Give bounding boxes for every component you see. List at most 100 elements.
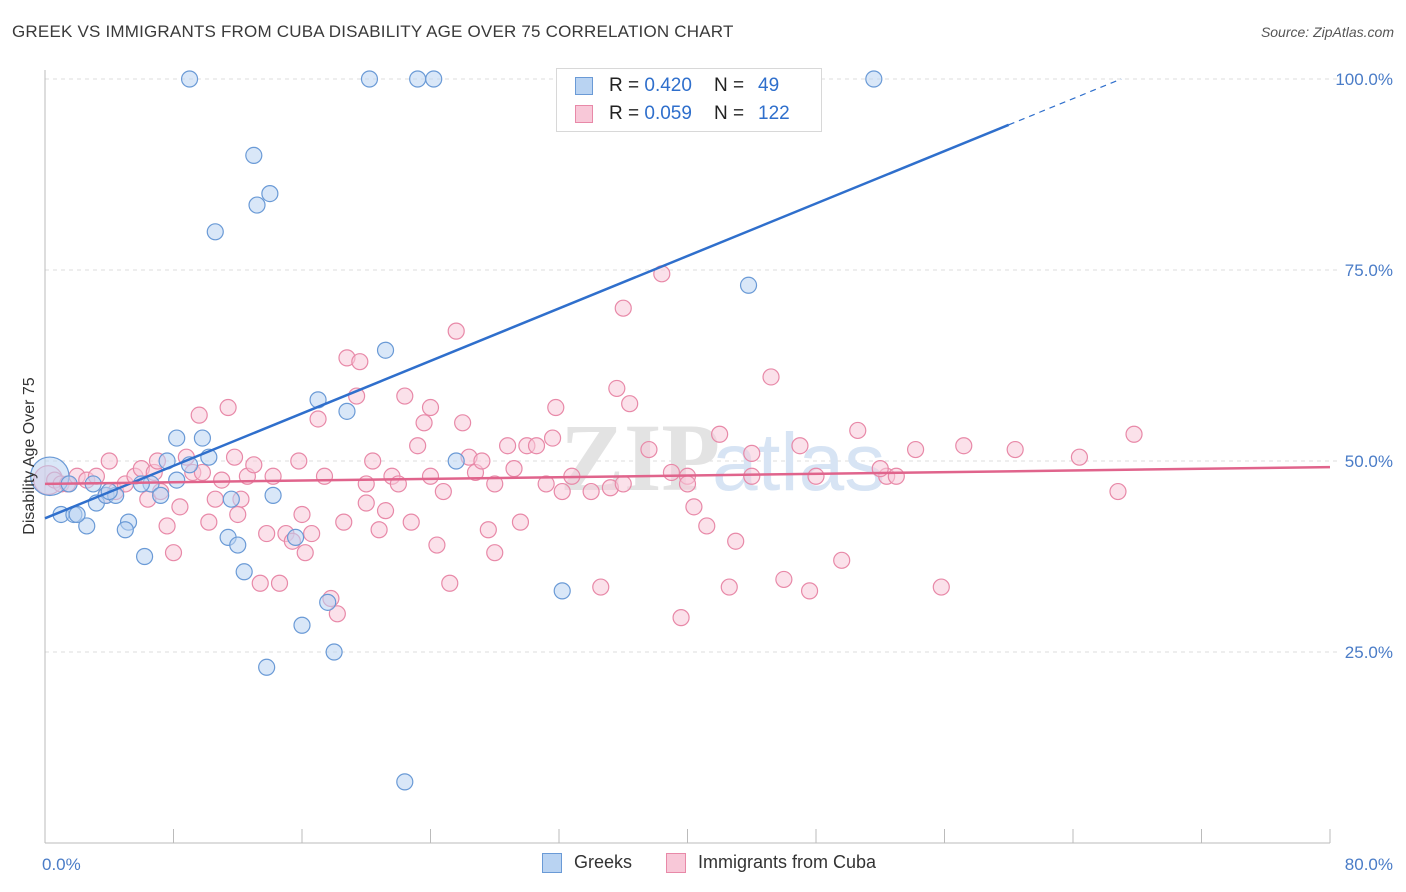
cuba-point [614,475,632,493]
y-tick-label: 75.0% [1345,261,1393,280]
cuba-point [511,513,530,531]
greeks-point [68,505,86,524]
cuba-point [678,475,697,493]
cuba-point [396,387,414,405]
greeks-point [206,223,224,241]
cuba-point [357,494,375,512]
greeks-point [409,70,427,88]
cuba-point [309,410,327,428]
cuba-point [932,578,950,596]
cuba-point [421,398,440,417]
greeks-point [135,547,154,566]
cuba-r-value: 0.059 [644,103,692,124]
cuba-point [454,414,472,432]
cuba-point [428,536,446,554]
cuba-point [441,574,459,592]
greeks-n-label: N = [713,75,745,96]
legend-cuba-label: Immigrants from Cuba [698,852,877,872]
cuba-point [213,471,231,489]
chart-title: GREEK VS IMMIGRANTS FROM CUBA DISABILITY… [12,22,734,41]
cuba-n-value: 122 [758,103,790,124]
greeks-point [78,517,96,535]
greeks-point [116,521,134,539]
legend-cuba: Immigrants from Cuba [666,852,876,873]
cuba-point [833,551,851,569]
cuba-point [315,467,334,485]
cuba-point [303,524,321,543]
cuba-point [955,437,973,455]
cuba-point [499,437,517,455]
greeks-points [30,70,883,791]
cuba-point [370,521,388,539]
y-tick-label: 25.0% [1345,643,1393,662]
cuba-point [1125,425,1143,443]
legend-row-greeks: R = 0.420 N = 49 [575,73,779,99]
greeks-point [286,528,305,547]
cuba-point [415,414,433,432]
greeks-point [376,341,395,359]
cuba-point [791,437,809,455]
cuba-point [270,574,289,592]
cuba-point [219,398,237,417]
cuba-point [293,505,311,524]
cuba-point [364,452,382,470]
cuba-point [229,505,247,524]
greeks-n-value: 49 [758,75,780,96]
legend-greeks-swatch [542,852,562,873]
cuba-point [743,444,761,462]
greeks-point [222,490,240,508]
cuba-point [158,517,176,535]
cuba-point [335,513,353,531]
y-tick-label: 50.0% [1345,452,1393,471]
cuba-point [357,475,375,493]
cuba-point [698,517,716,535]
cuba-point [887,467,905,485]
cuba-point [486,544,504,562]
greeks-point [152,486,170,504]
greeks-point [319,593,337,611]
cuba-point [553,482,571,501]
greeks-trend-extension [1008,78,1122,126]
greeks-point [360,70,379,88]
cuba-point [727,532,745,550]
cuba-point [527,437,546,455]
cuba-point [402,513,420,531]
cuba-point [225,448,244,466]
cuba-point [537,475,555,493]
cuba-r-label: R = [609,103,640,124]
cuba-point [1006,440,1024,459]
greeks-point [293,616,311,634]
cuba-point [849,421,867,440]
cuba-point [800,582,819,600]
cuba-point [251,574,269,592]
cuba-point [662,463,681,482]
cuba-point [447,322,465,340]
greeks-r-label: R = [609,75,640,96]
cuba-point [543,429,562,447]
greeks-point [261,185,279,203]
cuba-point [775,570,793,589]
cuba-point [351,353,369,371]
cuba-point [434,482,452,501]
cuba-point [547,398,565,417]
greeks-point [264,486,282,504]
x-tick-label-max: 80.0% [1345,855,1393,874]
cuba-point [100,452,118,470]
cuba-point [1070,448,1089,466]
x-tick-label-min: 0.0% [42,855,81,874]
greeks-swatch [575,77,593,95]
cuba-point [1109,482,1127,501]
cuba-n-label: N = [713,103,745,124]
cuba-point [592,578,610,596]
greeks-point [865,70,883,88]
cuba-trend-line [44,465,1331,486]
axes [44,70,1331,844]
cuba-point [376,502,395,520]
greeks-point [447,452,465,470]
cuba-point [296,544,314,562]
cuba-point [685,498,703,516]
legend-row-cuba: R = 0.059 N = 122 [575,101,790,127]
legend-greeks: Greeks [542,852,632,873]
cuba-point [171,498,189,516]
